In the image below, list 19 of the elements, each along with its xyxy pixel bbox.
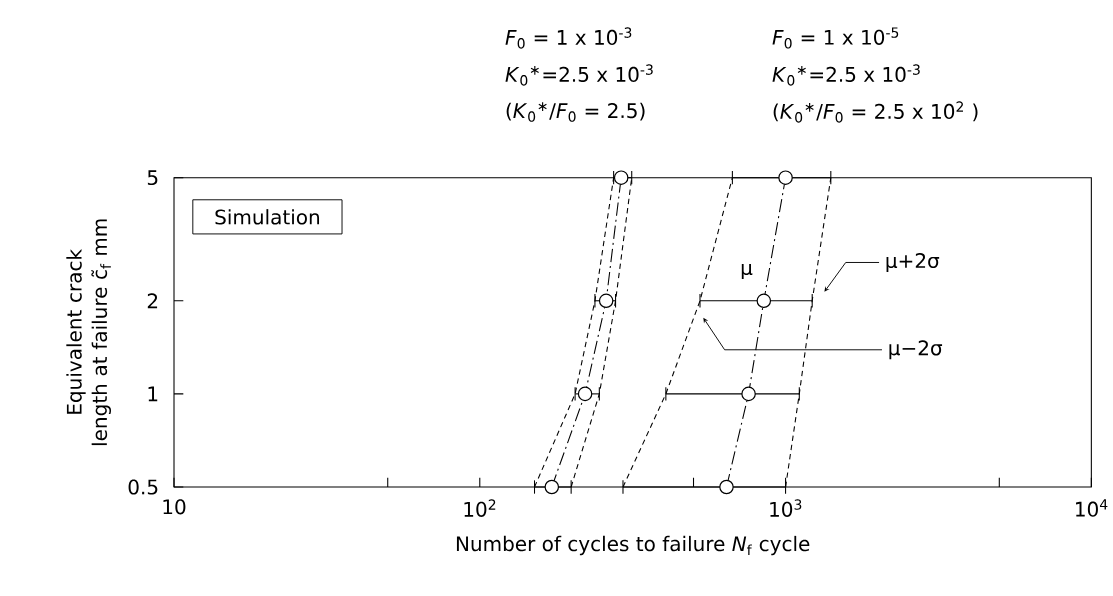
text: K$_{0}$$^{∗}$=2.5 x 10$^{-3}$ bbox=[772, 64, 920, 86]
x-tick-label: 10$^{4}$ bbox=[1076, 499, 1108, 517]
text: F$_{0}$ = 1 x 10$^{-5}$ bbox=[772, 27, 899, 49]
text: (K$_{0}$$^{∗}$/F$_{0}$ = 2.5) bbox=[506, 102, 645, 122]
annotation: μ bbox=[741, 263, 753, 279]
x-tick-label: 10 bbox=[163, 499, 186, 515]
annotation: Simulation bbox=[215, 209, 320, 225]
y-tick-label: 2 bbox=[147, 293, 158, 309]
text: F$_{0}$ = 1 x 10$^{-3}$ bbox=[505, 27, 632, 49]
x-axis-title: Number of cycles to failure N$_{f}$ cycle bbox=[456, 535, 810, 556]
y-tick-label: 5 bbox=[147, 170, 158, 186]
y-tick-label: 0.5 bbox=[128, 479, 158, 495]
annotation: μ−2σ bbox=[889, 340, 943, 360]
text: K$_{0}$$^{∗}$=2.5 x 10$^{-3}$ bbox=[505, 64, 653, 86]
annotation: μ+2σ bbox=[886, 252, 940, 272]
x-tick-label: 10$^{3}$ bbox=[770, 499, 802, 517]
text: (K$_{0}$$^{∗}$/F$_{0}$ = 2.5 x 10$^{2}$ ) bbox=[773, 101, 978, 123]
x-tick-label: 10$^{2}$ bbox=[464, 499, 496, 517]
y-tick-label: 1 bbox=[148, 386, 158, 402]
